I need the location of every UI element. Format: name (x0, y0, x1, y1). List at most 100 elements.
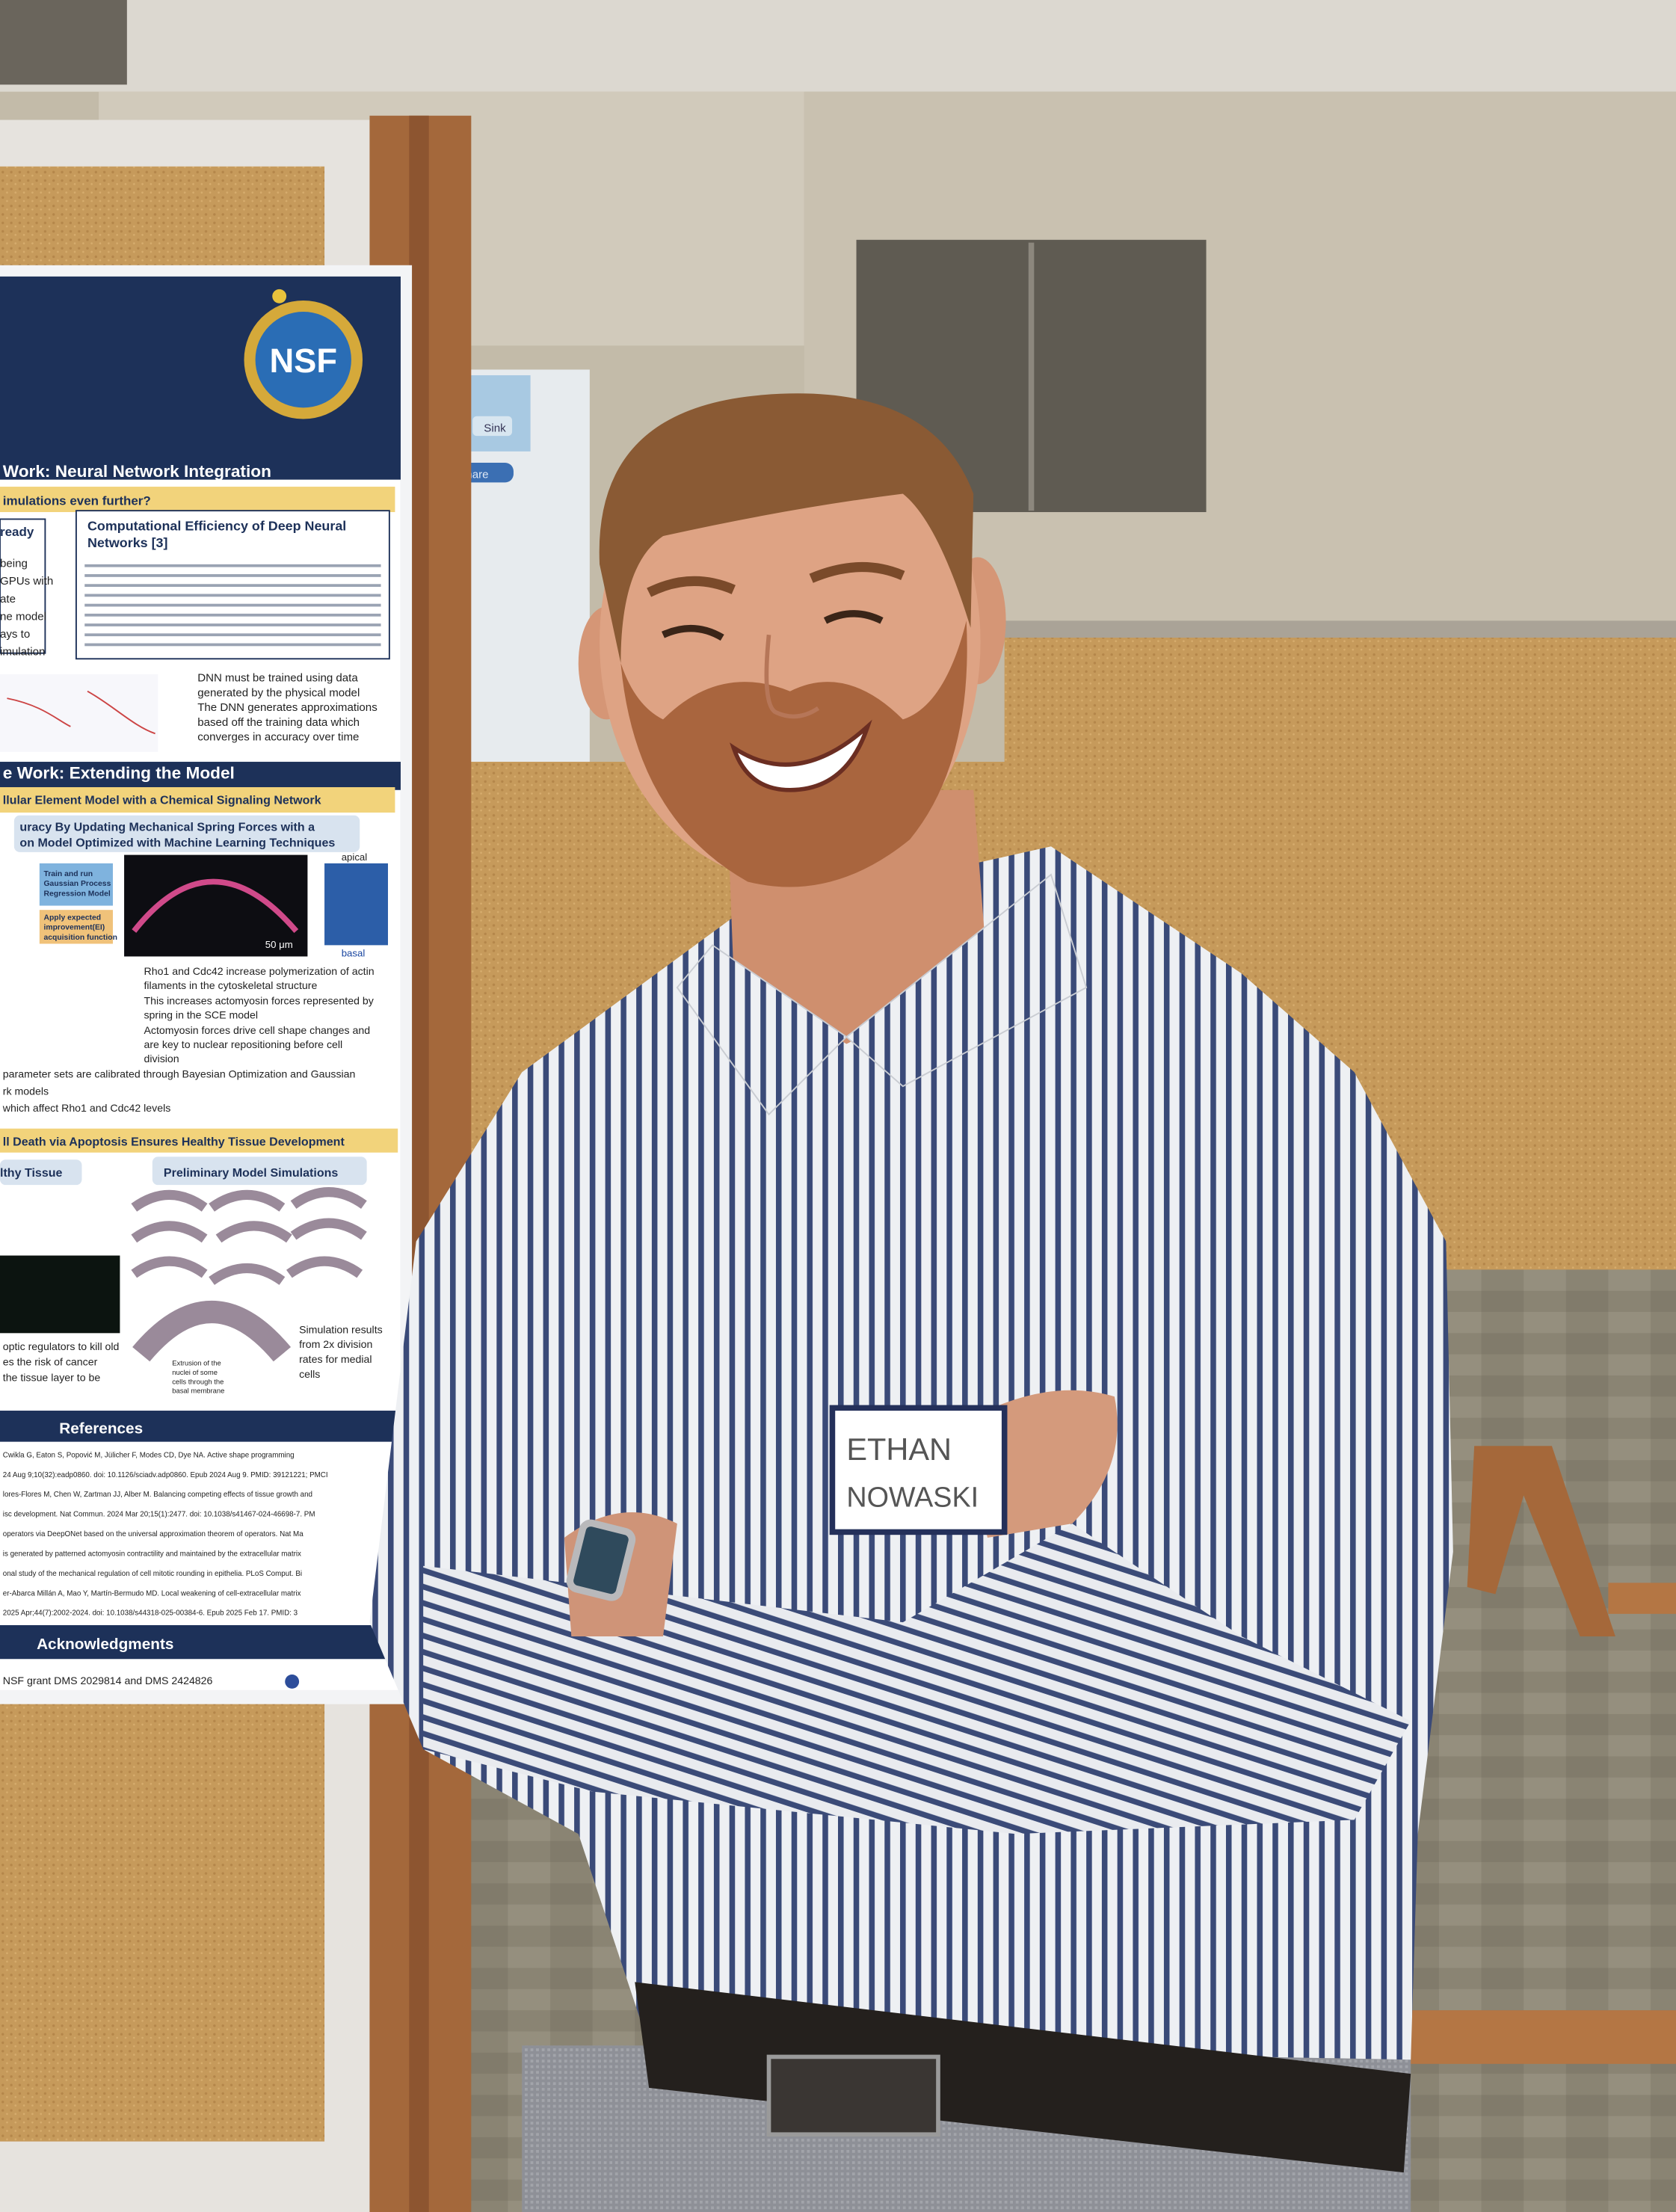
flow-label: Regression Model (44, 890, 111, 898)
bullet-text: rates for medial (299, 1353, 372, 1365)
box-title: Preliminary Model Simulations (164, 1166, 338, 1180)
flow-label: Train and run (44, 870, 93, 878)
simulation-shapes (131, 1187, 367, 1362)
flow-label: acquisition function (44, 934, 117, 942)
body-text: es the risk of cancer (3, 1356, 98, 1368)
simulation-shape (209, 1263, 286, 1285)
bullet-text: This increases actomyosin forces represe… (144, 995, 374, 1007)
callout-text: nuclei of some (172, 1368, 218, 1376)
box-title: Computational Efficiency of Deep Neural (87, 519, 346, 534)
box-title-bg (13, 815, 360, 852)
reference-text: onal study of the mechanical regulation … (3, 1570, 302, 1578)
table-row (84, 603, 381, 607)
flow-label: Apply expected (44, 914, 102, 922)
reference-text: 2025 Apr;44(7):2002-2024. doi: 10.1038/s… (3, 1609, 298, 1618)
poster-text: ne model (0, 610, 46, 623)
diagram-label: basal (342, 947, 366, 958)
section-bar (0, 1128, 398, 1153)
table-row (84, 574, 381, 577)
flow-box (39, 910, 113, 944)
simulation-shape (132, 1301, 292, 1362)
nose (764, 634, 820, 719)
section-title: ll Death via Apoptosis Ensures Healthy T… (3, 1135, 345, 1148)
box-title: Networks [3] (87, 535, 167, 550)
poster-text: being (0, 558, 28, 570)
poster: NSF Work: Neural Network Integration imul… (0, 265, 413, 1704)
body-text: parameter sets are calibrated through Ba… (3, 1068, 356, 1080)
easel-base (1396, 2010, 1676, 2064)
bullet-text: generated by the physical model (197, 686, 360, 699)
watch (566, 1519, 636, 1601)
table-row (84, 613, 381, 617)
simulation-shape (131, 1221, 208, 1243)
easel-leg (1467, 1446, 1615, 1637)
bullet-text: cells (299, 1368, 320, 1380)
simulation-shape (290, 1218, 367, 1240)
name-tag-first: ETHAN (846, 1432, 952, 1467)
bullet-text: The DNN generates approximations (197, 701, 378, 714)
simulation-shape (131, 1256, 208, 1278)
bullet-text: Actomyosin forces drive cell shape chang… (144, 1024, 370, 1036)
poster-text: GPUs with (0, 575, 53, 588)
person: ETHAN NOWASKI (369, 393, 1453, 2212)
simulation-shape (131, 1189, 208, 1212)
reference-text: er-Abarca Millán A, Mao Y, Martín-Bermud… (3, 1589, 301, 1598)
smile (730, 719, 872, 792)
collar (676, 873, 1088, 1116)
bullet-text: DNN must be trained using data (197, 671, 358, 684)
table-row (84, 633, 381, 637)
reference-text: lores-Flores M, Chen W, Zartman JJ, Albe… (3, 1491, 312, 1499)
partition-top (988, 620, 1676, 638)
body-text: the tissue layer to be (3, 1371, 101, 1383)
ceiling-shadow (0, 0, 127, 85)
belt-buckle (766, 2054, 940, 2137)
reference-text: is generated by patterned actomyosin con… (3, 1550, 301, 1558)
plot-line (7, 690, 155, 735)
name-tag (829, 1405, 1008, 1535)
wood-post-shadow (409, 115, 429, 2212)
table-row (84, 584, 381, 588)
box-title: on Model Optimized with Machine Learning… (19, 836, 335, 849)
diagram-label: apical (342, 851, 368, 863)
references-title: References (59, 1420, 143, 1437)
section-subtitle: llular Element Model with a Chemical Sig… (3, 794, 321, 807)
belt (635, 1982, 1411, 2173)
fluorescence (0, 1255, 120, 1334)
box-title: ready (0, 525, 34, 539)
eyebrows (647, 562, 905, 597)
screen-button (472, 416, 513, 437)
body-text: rk models (3, 1085, 49, 1097)
ack-title: Acknowledgments (37, 1636, 173, 1653)
screen-button-label: Sink (484, 422, 506, 434)
simulation-shape (290, 1187, 367, 1210)
bullet-text: spring in the SCE model (144, 1008, 257, 1020)
nsf-globe (255, 312, 351, 408)
subtitle-bar (0, 787, 395, 813)
crossed-arms (423, 1524, 1411, 1834)
ack-text: NSF grant DMS 2029814 and DMS 2424826 (3, 1675, 213, 1686)
table-row (84, 594, 381, 597)
question-bar (0, 487, 395, 513)
flow-box (39, 863, 113, 906)
table-row (84, 623, 381, 626)
bullet-text: are key to nuclear repositioning before … (144, 1038, 342, 1050)
body-text: which affect Rho1 and Cdc42 levels (2, 1102, 171, 1114)
flow-label: Gaussian Process (44, 880, 111, 888)
callout-text: cells through the (172, 1377, 224, 1385)
reference-text: Cwikla G, Eaton S, Popović M, Jülicher F… (3, 1451, 295, 1459)
box-title: lthy Tissue (0, 1166, 63, 1180)
nsf-logo: NSF (269, 342, 337, 380)
reference-text: operators via DeepONet based on the univ… (3, 1530, 304, 1538)
name-tag-last: NOWASKI (846, 1481, 979, 1512)
scale-bar: 50 μm (265, 939, 293, 950)
simulation-shape (215, 1221, 292, 1243)
callout-text: basal membrane (172, 1387, 224, 1395)
poster-text: imulation (0, 646, 45, 659)
easel-bar (1608, 1583, 1676, 1614)
reference-text: isc development. Nat Commun. 2024 Mar 20… (3, 1511, 315, 1519)
reference-text: 24 Aug 9;10(32):eadp0860. doi: 10.1126/s… (3, 1471, 328, 1479)
bullet-text: Rho1 and Cdc42 increase polymerization o… (144, 965, 374, 977)
references-panel (0, 1441, 401, 1625)
bullet-text: from 2x division (299, 1338, 372, 1350)
table-row (84, 564, 381, 567)
